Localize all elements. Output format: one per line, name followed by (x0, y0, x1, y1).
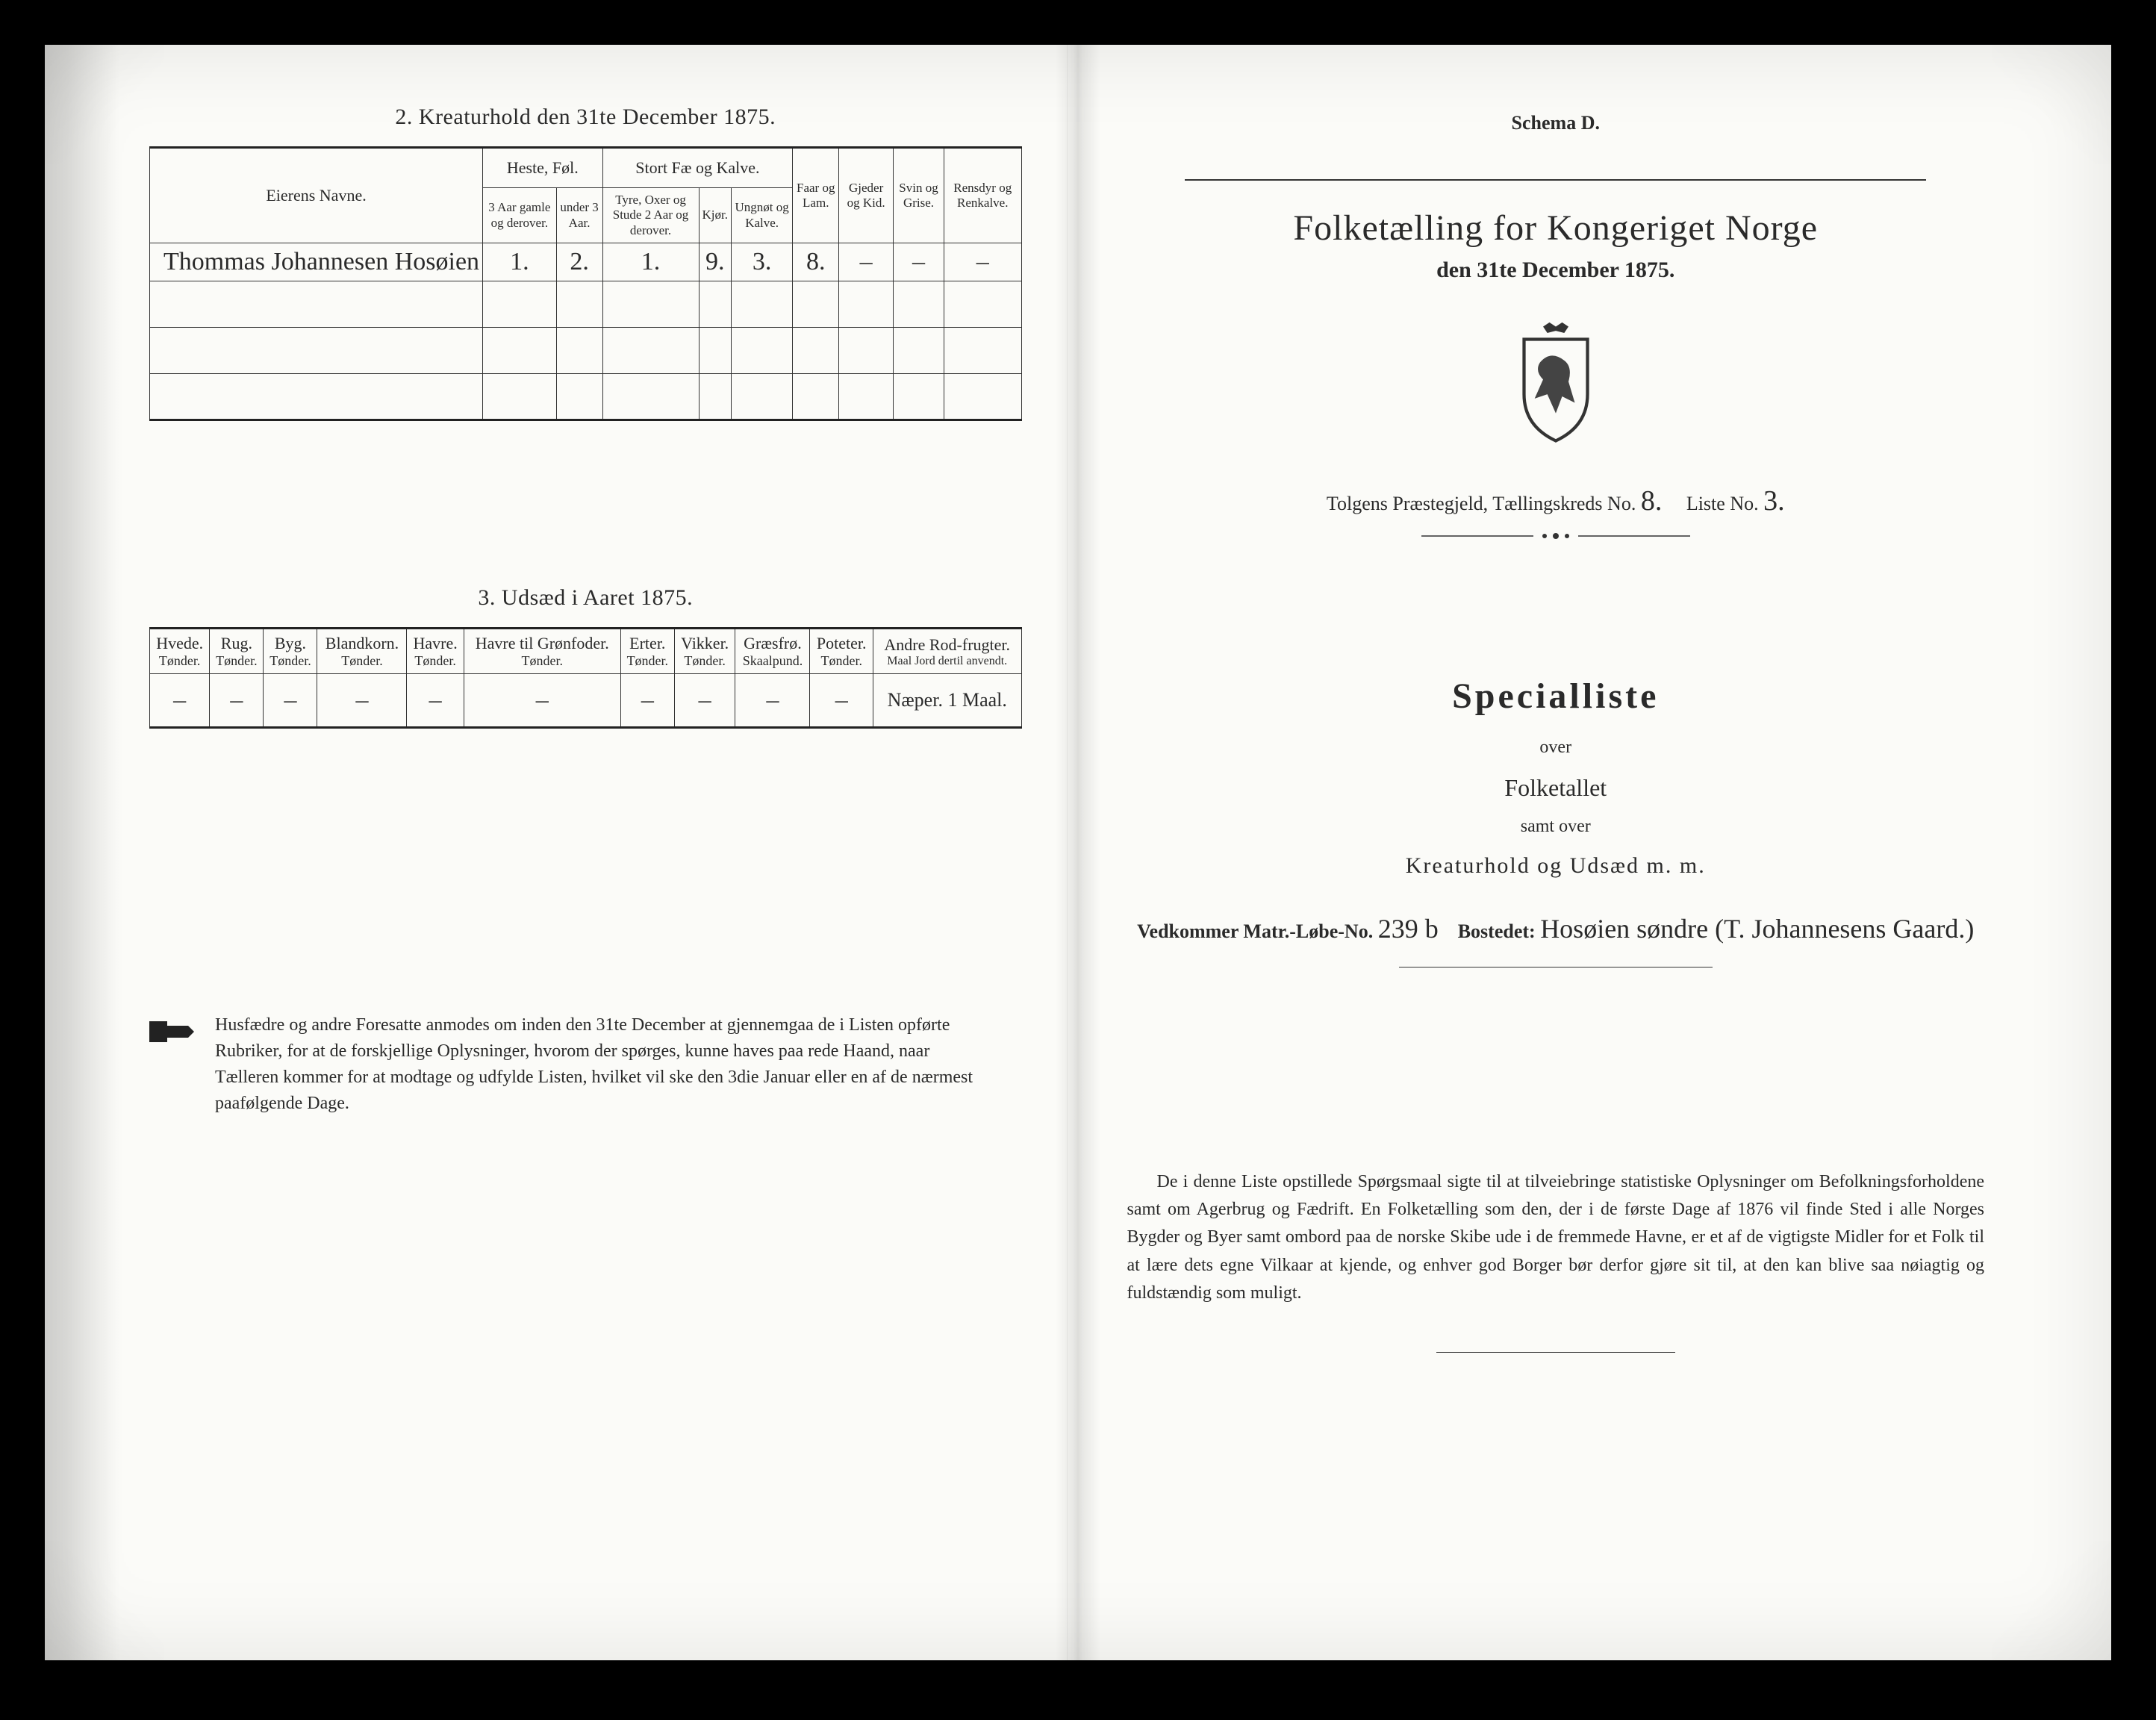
cell: 1. (483, 243, 557, 281)
cell: – (944, 243, 1022, 281)
col-roots: Andre Rod-frugter.Maal Jord dertil anven… (873, 629, 1021, 674)
cell: 2. (556, 243, 602, 281)
col-reindeer: Rensdyr og Renkalve. (944, 148, 1022, 243)
section-3-title: 3. Udsæd i Aaret 1875. (149, 585, 1022, 611)
cell: – (735, 674, 810, 728)
parish-line: Tolgens Præstegjeld, Tællingskreds No. 8… (1120, 484, 1993, 517)
cell: – (407, 674, 464, 728)
owner-name: Thommas Johannesen Hosøien (150, 243, 483, 281)
cell: 1. (602, 243, 699, 281)
ornament-icon (1421, 531, 1690, 541)
col-potato: Poteter.Tønder. (810, 629, 873, 674)
schema-label: Schema D. (1120, 112, 1993, 134)
rule (1185, 179, 1926, 181)
specialliste-heading: Specialliste (1120, 676, 1993, 717)
folketallet-label: Folketallet (1120, 774, 1993, 802)
bosted-label: Bostedet: (1458, 920, 1536, 942)
col-bulls: Tyre, Oxer og Stude 2 Aar og derover. (602, 188, 699, 243)
bottom-paragraph: De i denne Liste opstillede Spørgsmaal s… (1120, 1168, 1993, 1307)
table-row (150, 374, 1022, 420)
col-oats-green: Havre til Grønfoder.Tønder. (464, 629, 620, 674)
table-row (150, 281, 1022, 328)
right-page: Schema D. Folketælling for Kongeriget No… (1067, 45, 2112, 1660)
col-horse-3plus: 3 Aar gamle og derover. (483, 188, 557, 243)
matr-line: Vedkommer Matr.-Løbe-No. 239 b Bostedet:… (1120, 913, 1993, 944)
cell: – (210, 674, 264, 728)
cell: – (620, 674, 674, 728)
col-oats: Havre.Tønder. (407, 629, 464, 674)
table-row: Thommas Johannesen Hosøien 1. 2. 1. 9. 3… (150, 243, 1022, 281)
census-title: Folketælling for Kongeriget Norge (1120, 208, 1993, 249)
cell: – (317, 674, 407, 728)
col-mixed: Blandkorn.Tønder. (317, 629, 407, 674)
col-pigs: Svin og Grise. (894, 148, 944, 243)
cell: – (894, 243, 944, 281)
census-date: den 31te December 1875. (1120, 258, 1993, 283)
kreaturhold-label: Kreaturhold og Udsæd m. m. (1120, 853, 1993, 879)
col-cows: Kjør. (699, 188, 731, 243)
col-group-horses: Heste, Føl. (483, 148, 602, 188)
samt-label: samt over (1120, 817, 1993, 837)
cell: – (150, 674, 210, 728)
cell: – (674, 674, 735, 728)
instruction-block: Husfædre og andre Foresatte anmodes om i… (149, 1012, 1022, 1116)
cell: – (264, 674, 317, 728)
bottom-rule (1436, 1352, 1675, 1353)
col-sheep: Faar og Lam. (793, 148, 839, 243)
col-peas: Erter.Tønder. (620, 629, 674, 674)
cell: – (839, 243, 894, 281)
coat-of-arms-icon (1500, 320, 1612, 447)
cell: 3. (732, 243, 793, 281)
col-barley: Byg.Tønder. (264, 629, 317, 674)
liste-number: 3. (1763, 485, 1785, 517)
col-goats: Gjeder og Kid. (839, 148, 894, 243)
col-grass: Græsfrø.Skaalpund. (735, 629, 810, 674)
matr-number: 239 b (1378, 914, 1439, 944)
bosted-value: Hosøien søndre (T. Johannesens Gaard.) (1540, 914, 1974, 944)
table-row (150, 328, 1022, 374)
col-owner: Eierens Navne. (150, 148, 483, 243)
over-label: over (1120, 738, 1993, 758)
left-page: 2. Kreaturhold den 31te December 1875. E… (45, 45, 1067, 1660)
cell: Næper. 1 Maal. (873, 674, 1021, 728)
page-spread: 2. Kreaturhold den 31te December 1875. E… (45, 45, 2111, 1660)
col-rye: Rug.Tønder. (210, 629, 264, 674)
col-wheat: Hvede.Tønder. (150, 629, 210, 674)
cell: – (464, 674, 620, 728)
cell: 8. (793, 243, 839, 281)
table-row: – – – – – – – – – – Næper. 1 Maal. (150, 674, 1022, 728)
parish-prefix: Tolgens Præstegjeld, Tællingskreds No. (1327, 493, 1636, 514)
instruction-text: Husfædre og andre Foresatte anmodes om i… (215, 1012, 992, 1116)
section-2-title: 2. Kreaturhold den 31te December 1875. (149, 105, 1022, 130)
divider-rule (1399, 967, 1713, 974)
scan-frame: 2. Kreaturhold den 31te December 1875. E… (0, 0, 2156, 1720)
pointing-hand-icon (149, 1015, 197, 1048)
sowing-table: Hvede.Tønder. Rug.Tønder. Byg.Tønder. Bl… (149, 627, 1022, 729)
cell: 9. (699, 243, 731, 281)
col-horse-u3: under 3 Aar. (556, 188, 602, 243)
liste-label: Liste No. (1686, 493, 1759, 514)
cell: – (810, 674, 873, 728)
matr-prefix: Vedkommer Matr.-Løbe-No. (1137, 920, 1373, 942)
col-group-cattle: Stort Fæ og Kalve. (602, 148, 793, 188)
col-calves: Ungnøt og Kalve. (732, 188, 793, 243)
col-vetch: Vikker.Tønder. (674, 629, 735, 674)
kreds-number: 8. (1641, 485, 1663, 517)
livestock-table: Eierens Navne. Heste, Føl. Stort Fæ og K… (149, 146, 1022, 421)
